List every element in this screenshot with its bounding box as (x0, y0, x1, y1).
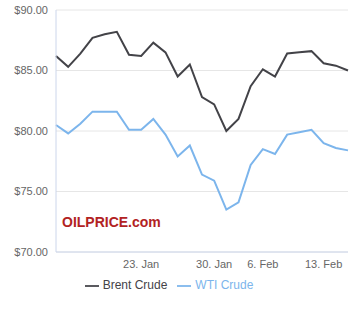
svg-text:23. Jan: 23. Jan (123, 258, 159, 270)
html-text:WTI Crude: WTI Crude (195, 278, 254, 292)
svg-text:13. Feb: 13. Feb (305, 258, 342, 270)
svg-text:30. Jan: 30. Jan (196, 258, 232, 270)
svg-text:$90.00: $90.00 (14, 4, 48, 16)
svg-text:6. Feb: 6. Feb (247, 258, 278, 270)
html-text:OILPRICE.com: OILPRICE.com (62, 214, 161, 230)
svg-text:$70.00: $70.00 (14, 246, 48, 258)
svg-text:$80.00: $80.00 (14, 125, 48, 137)
svg-text:$75.00: $75.00 (14, 185, 48, 197)
html-text:Brent Crude: Brent Crude (102, 278, 168, 292)
svg-text:$85.00: $85.00 (14, 64, 48, 76)
